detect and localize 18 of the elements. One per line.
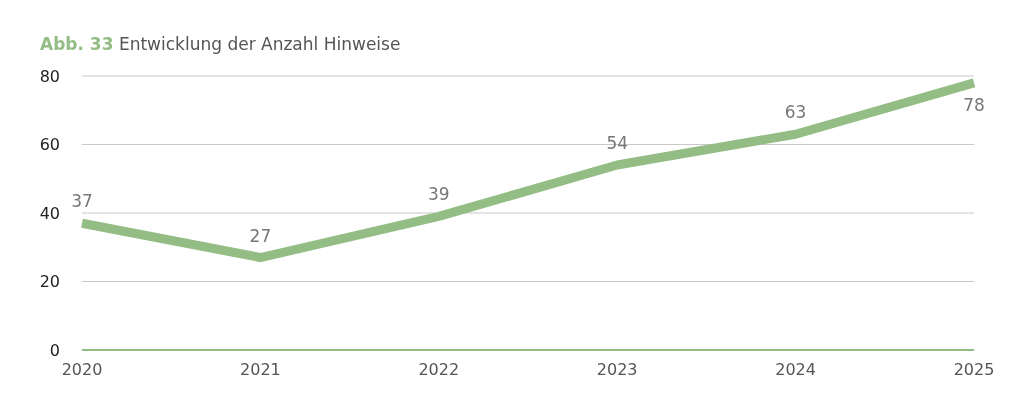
data-label: 27 — [249, 225, 272, 246]
y-tick-label: 60 — [39, 135, 60, 155]
x-tick-label: 2025 — [953, 360, 995, 380]
x-tick-label: 2023 — [596, 360, 638, 380]
x-tick-label: 2024 — [775, 360, 816, 380]
data-label: 37 — [71, 191, 93, 212]
chart-title: Abb. 33 Entwicklung der Anzahl Hinweise — [40, 34, 401, 54]
data-label: 39 — [427, 184, 450, 205]
data-label: 54 — [606, 133, 629, 154]
x-tick-label: 2020 — [61, 360, 103, 380]
y-tick-label: 80 — [39, 66, 60, 86]
x-tick-label: 2021 — [240, 360, 281, 380]
data-label: 78 — [963, 94, 985, 115]
y-tick-label: 40 — [39, 203, 60, 223]
y-tick-label: 0 — [49, 340, 60, 360]
y-tick-label: 20 — [39, 272, 60, 292]
data-label: 63 — [784, 102, 807, 123]
x-tick-label: 2022 — [418, 360, 460, 380]
